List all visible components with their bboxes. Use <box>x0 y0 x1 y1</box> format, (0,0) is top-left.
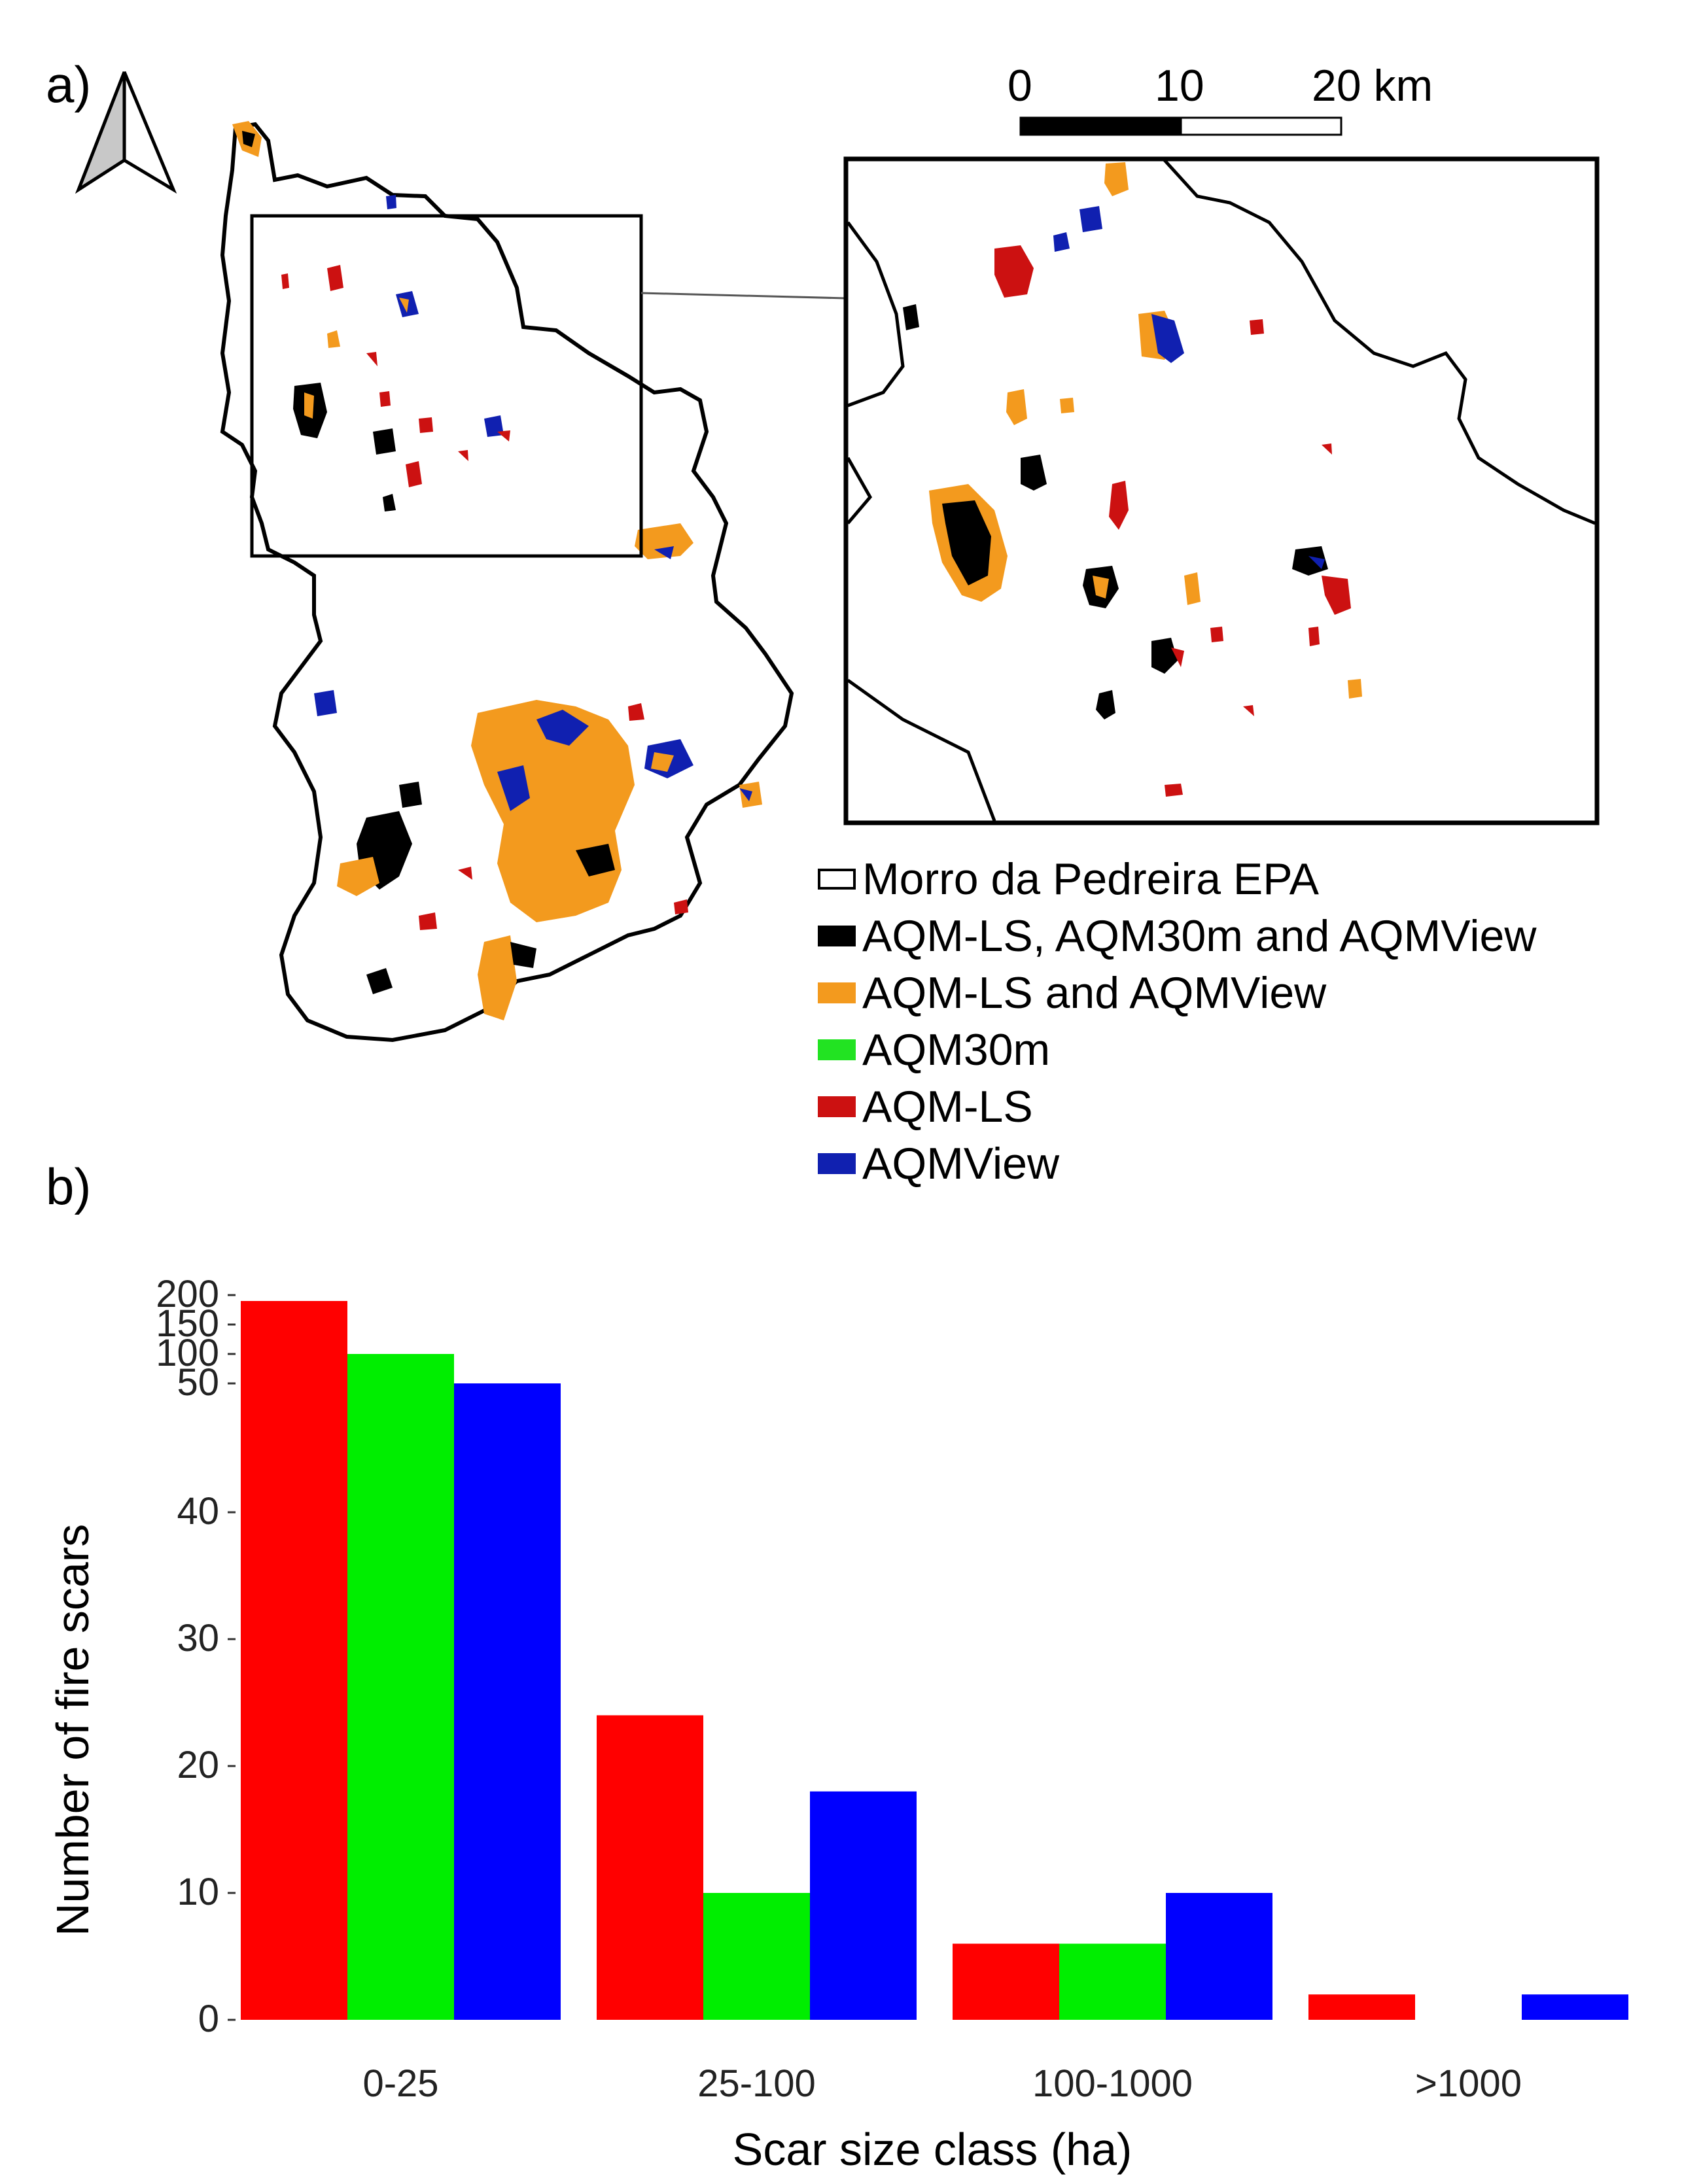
bar-0-25-series-2 <box>347 1354 454 2020</box>
x-axis-title: Scar size class (ha) <box>733 2124 1132 2175</box>
legend-swatch-all <box>818 925 856 946</box>
legend-swatch-aqmview <box>818 1153 856 1174</box>
north-arrow-icon <box>75 71 177 194</box>
inset-extent-box <box>250 214 643 558</box>
scale-label-0: 0 <box>1008 61 1032 111</box>
epa-boundary <box>220 122 794 1043</box>
legend-label-all: AQM-LS, AQM30m and AQMView <box>862 910 1537 961</box>
y-tick-label: 40 <box>177 1490 219 1533</box>
y-tick-label: 100 <box>156 1332 219 1374</box>
bar-100-1000-series-1 <box>953 1943 1059 2020</box>
bar-100-1000-series-3 <box>1166 1893 1272 2020</box>
panel-b-label: b) <box>46 1158 92 1215</box>
y-tick-label: 30 <box>177 1617 219 1659</box>
y-tick-label: 150 <box>156 1302 219 1345</box>
x-tick-label: 100-1000 <box>1032 2062 1193 2105</box>
bar->1000-series-3 <box>1522 1994 1628 2020</box>
x-tick-label: >1000 <box>1415 2062 1522 2105</box>
y-tick-label: 10 <box>177 1871 219 1913</box>
legend-label-ls-view: AQM-LS and AQMView <box>862 967 1327 1018</box>
y-tick-label: 200 <box>156 1273 219 1315</box>
bar-0-25-series-3 <box>454 1383 561 2020</box>
legend-label-aqm-ls: AQM-LS <box>862 1081 1033 1132</box>
y-tick-label: 20 <box>177 1744 219 1786</box>
x-tick-label: 25-100 <box>697 2062 816 2105</box>
map-legend: Morro da Pedreira EPA AQM-LS, AQM30m and… <box>818 850 1536 1192</box>
legend-item-aqmview: AQMView <box>818 1135 1536 1192</box>
x-tick-label: 0-25 <box>362 2062 438 2105</box>
scale-bar <box>1019 116 1342 136</box>
legend-swatch-aqm30m <box>818 1039 856 1060</box>
scale-label-20km: 20 km <box>1312 61 1433 111</box>
legend-swatch-ls-view <box>818 982 856 1003</box>
bar-25-100-series-2 <box>703 1893 810 2020</box>
legend-item-ls-view: AQM-LS and AQMView <box>818 964 1536 1021</box>
legend-label-epa: Morro da Pedreira EPA <box>862 854 1319 904</box>
y-axis-title: Number of fire scars <box>47 1524 98 1936</box>
inset-connector-line <box>640 292 847 300</box>
legend-item-aqm30m: AQM30m <box>818 1021 1536 1078</box>
map-burn-scars <box>232 121 762 1020</box>
legend-swatch-aqm-ls <box>818 1096 856 1117</box>
legend-label-aqm30m: AQM30m <box>862 1024 1051 1075</box>
legend-swatch-epa <box>818 868 856 890</box>
bar-25-100-series-1 <box>597 1715 703 2020</box>
y-tick-label: 50 <box>177 1361 219 1404</box>
legend-label-aqmview: AQMView <box>862 1138 1060 1188</box>
y-tick-label: 0 <box>198 1998 219 2040</box>
legend-item-epa: Morro da Pedreira EPA <box>818 850 1536 907</box>
legend-item-all: AQM-LS, AQM30m and AQMView <box>818 907 1536 964</box>
bar->1000-series-1 <box>1308 1994 1415 2020</box>
x-axis-tick-labels: 0-25 25-100 100-1000 >1000 <box>362 2062 1522 2105</box>
inset-map <box>843 156 1600 825</box>
panel-a-label: a) <box>46 56 92 113</box>
chart-bars <box>241 1301 1628 2020</box>
scale-label-10: 10 <box>1155 61 1204 111</box>
fire-scar-map <box>75 71 1600 1043</box>
bar-25-100-series-3 <box>810 1791 917 2020</box>
bar-100-1000-series-2 <box>1059 1943 1166 2020</box>
legend-item-aqm-ls: AQM-LS <box>818 1078 1536 1135</box>
bar-0-25-series-1 <box>241 1301 347 2020</box>
